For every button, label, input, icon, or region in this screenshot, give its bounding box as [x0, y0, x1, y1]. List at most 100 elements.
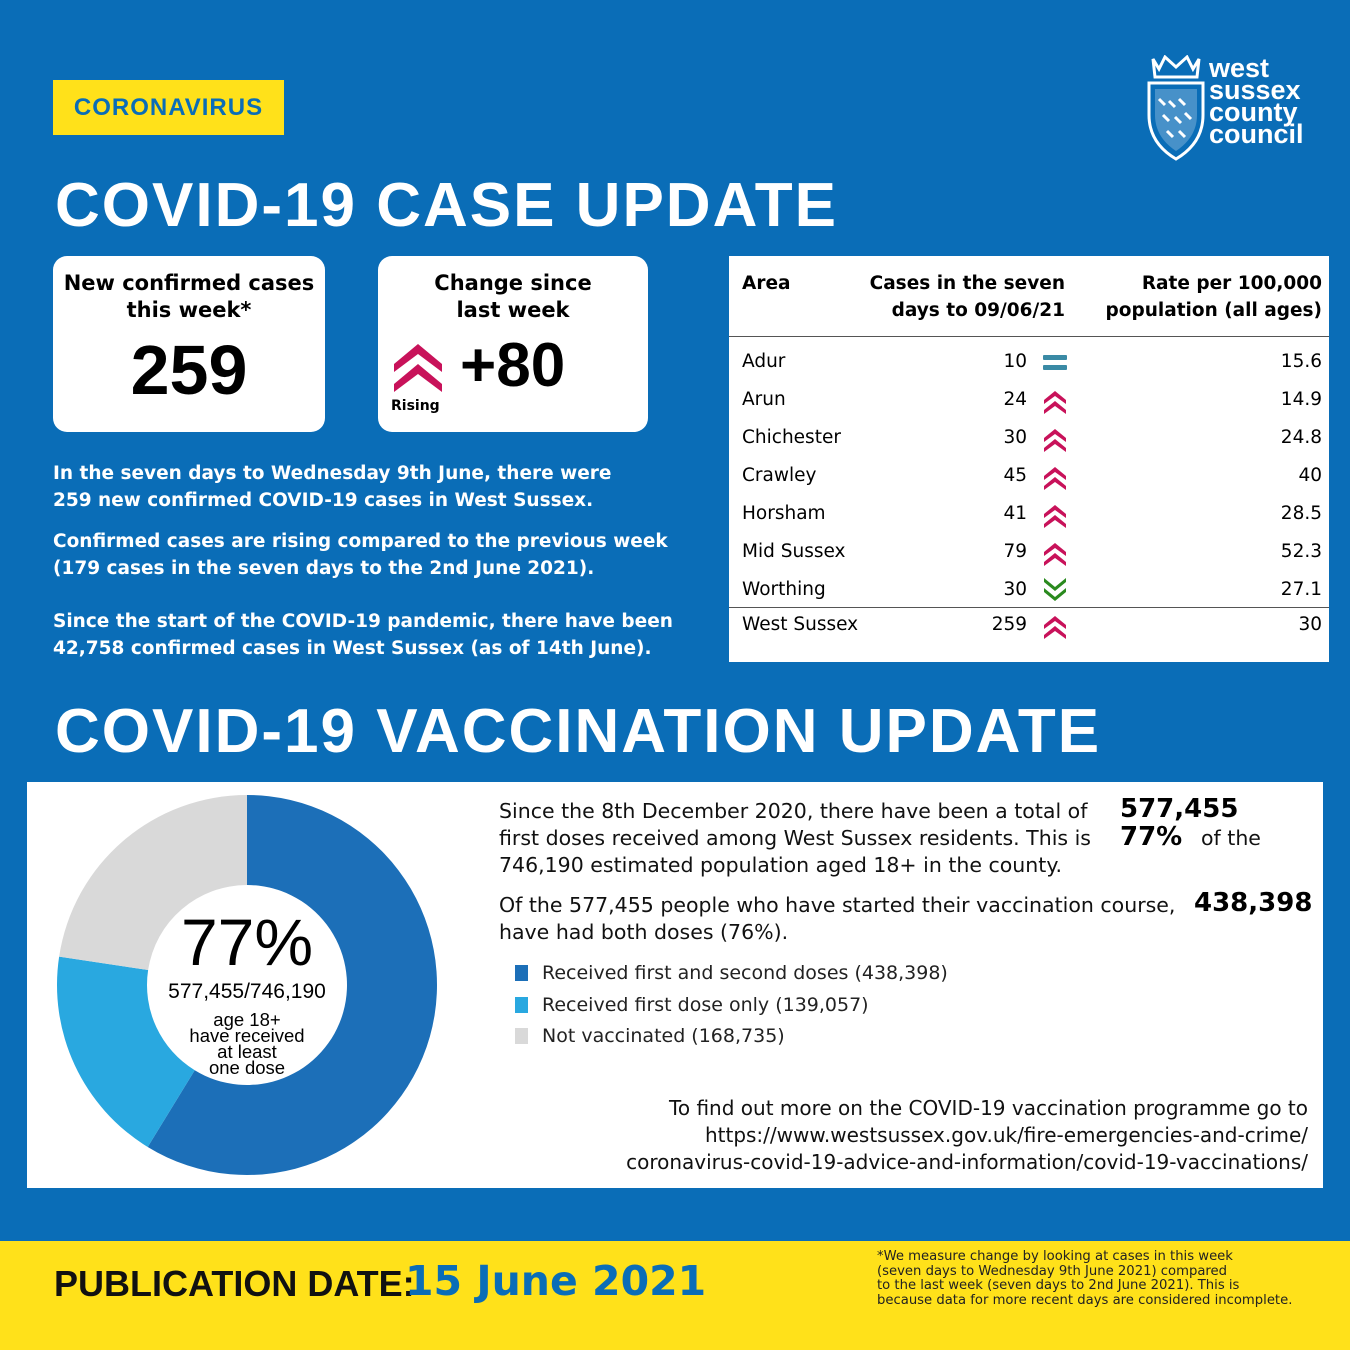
vacc-line: Of the 577,455 people who have started t… [499, 893, 1176, 917]
no-change-icon [1042, 350, 1068, 376]
footer: PUBLICATION DATE: 15 June 2021 *We measu… [0, 1241, 1350, 1350]
publication-date: 15 June 2021 [405, 1257, 707, 1305]
total-divider [729, 607, 1329, 608]
cases-table: Area Cases in the seven days to 09/06/21… [729, 256, 1329, 662]
link-line[interactable]: coronavirus-covid-19-advice-and-informat… [626, 1150, 1308, 1174]
slice-both-doses [147, 795, 437, 1175]
table-row: Horsham 41 28.5 [729, 497, 1329, 533]
legend-item: Received first and second doses (438,398… [515, 962, 948, 984]
trend-paragraph: Confirmed cases are rising compared to t… [53, 528, 713, 582]
footnote-line: (seven days to Wednesday 9th June 2021) … [877, 1263, 1228, 1279]
donut-caption-line: one dose [208, 1057, 286, 1078]
footnote: *We measure change by looking at cases i… [877, 1249, 1347, 1308]
table-row: Adur 10 15.6 [729, 345, 1329, 381]
cases-cell: 45 [1003, 465, 1027, 486]
cases-cell: 10 [1003, 351, 1027, 372]
header-cases: Cases in the seven days to 09/06/21 [870, 270, 1065, 324]
donut-caption-line: age 18+ [213, 1009, 281, 1030]
vaccination-panel: 77% 577,455/746,190 age 18+ have receive… [27, 782, 1323, 1188]
first-dose-percent: 77% [1120, 822, 1183, 852]
trend-line: (179 cases in the seven days to the 2nd … [53, 558, 595, 579]
both-doses-total: 438,398 [1194, 888, 1313, 918]
rising-arrow-icon [1042, 502, 1068, 528]
summary-line: In the seven days to Wednesday 9th June,… [53, 463, 612, 484]
header-divider [729, 336, 1329, 337]
table-row: Worthing 30 27.1 [729, 573, 1329, 609]
header-rate: Rate per 100,000 population (all ages) [1106, 270, 1323, 324]
donut-center-label: 77% 577,455/746,190 age 18+ have receive… [147, 905, 347, 1078]
legend-label: Received first dose only (139,057) [542, 994, 869, 1016]
vacc-line: 746,190 estimated population aged 18+ in… [499, 853, 1063, 877]
vaccination-text-of-the: of the [1201, 826, 1261, 850]
card-title-line: last week [456, 298, 570, 322]
table-row: Mid Sussex 79 52.3 [729, 535, 1329, 571]
total-line: 42,758 confirmed cases in West Sussex (a… [53, 638, 652, 659]
legend-swatch [515, 1028, 528, 1044]
card-title-line: New confirmed cases [63, 271, 315, 295]
rate-cell: 30 [1298, 614, 1322, 635]
header-area: Area [742, 273, 791, 294]
card-title-line: Change since [434, 271, 592, 295]
donut-center-caption: age 18+ have received at least one dose [147, 1009, 347, 1078]
slice-not-vaccinated [59, 795, 247, 971]
coronavirus-tag: CORONAVIRUS [53, 80, 284, 135]
legend-label: Not vaccinated (168,735) [542, 1025, 785, 1047]
change-card: Change since last week Rising +80 [378, 256, 648, 432]
cases-cell: 41 [1003, 503, 1027, 524]
footnote-line: *We measure change by looking at cases i… [877, 1249, 1233, 1264]
donut-center-percent: 77% [180, 905, 314, 979]
legend-item: Received first dose only (139,057) [515, 994, 869, 1016]
table-total-row: West Sussex 259 30 [729, 608, 1329, 644]
summary-line: 259 new confirmed COVID-19 cases in West… [53, 490, 594, 511]
legend-swatch [515, 965, 528, 981]
logo-line: council [1209, 119, 1304, 149]
donut-caption-line: have received [189, 1025, 305, 1046]
rate-cell: 40 [1298, 465, 1322, 486]
header-rate-line: Rate per 100,000 [1141, 273, 1322, 294]
vacc-line: Since the 8th December 2020, there have … [499, 799, 1088, 823]
link-line[interactable]: https://www.westsussex.gov.uk/fire-emerg… [704, 1123, 1308, 1147]
new-cases-value: 259 [130, 331, 248, 409]
area-cell: West Sussex [742, 614, 859, 635]
crest-icon [1147, 55, 1205, 161]
new-cases-card: New confirmed cases this week* 259 [53, 256, 325, 432]
table-row: Crawley 45 40 [729, 459, 1329, 495]
rate-cell: 27.1 [1280, 579, 1322, 600]
council-logo: west sussex county council [1145, 55, 1325, 165]
vacc-line: first doses received among West Sussex r… [499, 826, 1091, 850]
rate-cell: 14.9 [1280, 389, 1322, 410]
header-rate-line: population (all ages) [1105, 300, 1323, 321]
rising-arrow-icon [1042, 540, 1068, 566]
rising-label: Rising [391, 398, 440, 414]
vaccination-info-link[interactable]: To find out more on the COVID-19 vaccina… [626, 1095, 1308, 1176]
total-line: Since the start of the COVID-19 pandemic… [53, 611, 673, 632]
slice-first-dose-only [57, 956, 195, 1147]
vaccination-update-title: COVID-19 VACCINATION UPDATE [55, 697, 1102, 766]
header-cases-line: days to 09/06/21 [891, 300, 1065, 321]
table-row: Chichester 30 24.8 [729, 421, 1329, 457]
cases-cell: 30 [1003, 579, 1027, 600]
rising-arrow-icon [1042, 613, 1068, 639]
donut-caption-line: at least [217, 1041, 277, 1062]
rate-cell: 52.3 [1280, 541, 1322, 562]
footnote-line: to the last week (seven days to 2nd June… [877, 1278, 1240, 1293]
logo-line: sussex [1209, 75, 1301, 105]
cases-cell: 30 [1003, 427, 1027, 448]
rate-cell: 28.5 [1280, 503, 1322, 524]
area-cell: Chichester [742, 427, 841, 448]
legend-item: Not vaccinated (168,735) [515, 1025, 785, 1047]
footnote-line: because data for more recent days are co… [877, 1292, 1293, 1308]
falling-arrow-icon [1042, 578, 1068, 604]
cases-cell: 24 [1003, 389, 1027, 410]
donut-center-ratio: 577,455/746,190 [168, 980, 326, 1003]
change-value: +80 [460, 331, 566, 400]
link-line: To find out more on the COVID-19 vaccina… [669, 1096, 1308, 1120]
case-update-title: COVID-19 CASE UPDATE [55, 171, 838, 240]
trend-line: Confirmed cases are rising compared to t… [53, 531, 668, 552]
area-cell: Horsham [742, 503, 826, 524]
publication-label: PUBLICATION DATE: [54, 1263, 415, 1304]
card-title-line: this week* [126, 298, 252, 322]
first-doses-total: 577,455 [1120, 794, 1239, 824]
vaccination-text-2: Of the 577,455 people who have started t… [499, 892, 1175, 946]
logo-line: county [1209, 97, 1298, 127]
